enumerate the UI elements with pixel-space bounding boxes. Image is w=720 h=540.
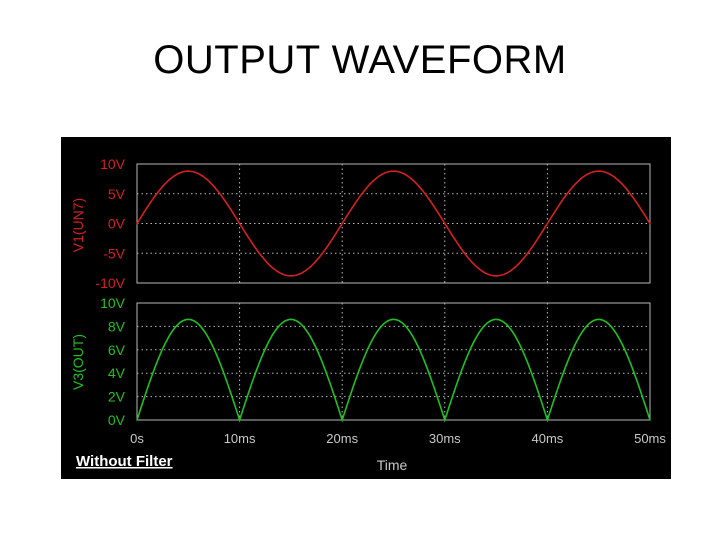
output-data-point xyxy=(213,347,215,350)
input-plot: 10V 5V 0V -5V -10V V1(UN7) xyxy=(70,156,651,291)
output-data-point xyxy=(444,419,446,421)
input-data-point xyxy=(136,222,138,225)
output-data-point xyxy=(623,347,626,350)
output-y-axis-label: V3(OUT) xyxy=(70,334,86,390)
output-data-point xyxy=(315,347,318,350)
output-y-tick-label: 4V xyxy=(108,365,126,381)
output-data-point xyxy=(161,347,164,350)
output-y-tick-label: 6V xyxy=(108,342,126,358)
x-tick-label: 20ms xyxy=(326,431,358,446)
input-y-tick-label: -5V xyxy=(103,245,125,261)
output-data-point xyxy=(264,347,267,350)
input-data-point xyxy=(264,259,267,262)
output-data-point xyxy=(136,419,138,421)
input-data-point xyxy=(418,185,420,188)
caption-without-filter: Without Filter xyxy=(76,453,173,470)
input-data-point xyxy=(444,222,446,225)
input-data-point xyxy=(392,170,395,172)
input-y-tick-label: 0V xyxy=(108,216,126,232)
input-data-point xyxy=(649,222,651,225)
input-data-point xyxy=(290,275,292,277)
input-data-point xyxy=(238,222,241,225)
output-data-point xyxy=(495,318,497,321)
output-data-point xyxy=(546,419,549,421)
output-waveform-line xyxy=(136,318,651,423)
time-axis: 0s 10ms 20ms 30ms 40ms 50ms xyxy=(130,431,666,446)
output-data-point xyxy=(520,347,523,350)
input-data-point xyxy=(495,275,497,277)
input-data-point xyxy=(572,185,574,188)
input-data-point xyxy=(213,185,215,188)
output-data-point xyxy=(392,318,395,321)
x-tick-label: 40ms xyxy=(532,431,564,446)
output-data-point xyxy=(418,347,420,350)
input-y-tick-label: 10V xyxy=(100,156,126,172)
x-tick-label: 0s xyxy=(130,431,144,446)
output-data-point xyxy=(649,419,651,421)
output-data-point xyxy=(238,419,241,421)
output-data-point xyxy=(341,419,344,421)
input-data-point xyxy=(520,259,523,262)
input-data-point xyxy=(623,185,626,188)
output-data-point xyxy=(469,347,472,350)
output-plot: 10V 8V 6V 4V 2V 0V V3(OUT) xyxy=(70,295,651,428)
input-data-point xyxy=(187,170,190,172)
output-plot-frame xyxy=(136,302,651,421)
input-data-point xyxy=(315,259,318,262)
input-y-tick-label: -10V xyxy=(95,275,125,291)
input-data-point xyxy=(469,259,472,262)
input-data-point xyxy=(546,222,549,225)
output-y-tick-label: 8V xyxy=(108,318,126,334)
output-data-point xyxy=(597,318,600,321)
input-data-point xyxy=(341,222,344,225)
output-data-point xyxy=(290,318,292,321)
x-tick-label: 30ms xyxy=(429,431,461,446)
x-tick-label: 50ms xyxy=(634,431,666,446)
waveform-chart: 10V 5V 0V -5V -10V V1(UN7) 10V 8V 6V 4V 2V 0V V3(OU… xyxy=(70,156,666,473)
x-axis-label: Time xyxy=(377,457,408,473)
input-y-axis-label: V1(UN7) xyxy=(70,198,86,252)
output-data-point xyxy=(572,347,574,350)
oscilloscope-panel: 10V 5V 0V -5V -10V V1(UN7) 10V 8V 6V 4V 2V 0V V3(OU… xyxy=(61,137,671,479)
input-data-point xyxy=(367,185,369,188)
x-tick-label: 10ms xyxy=(224,431,256,446)
output-y-tick-label: 2V xyxy=(108,389,126,405)
output-data-point xyxy=(187,318,190,321)
input-y-tick-label: 5V xyxy=(108,186,126,202)
output-y-tick-label: 10V xyxy=(100,295,126,311)
input-data-point xyxy=(161,185,164,188)
output-data-point xyxy=(367,347,369,350)
page-title: OUTPUT WAVEFORM xyxy=(153,38,567,82)
output-y-tick-label: 0V xyxy=(108,412,126,428)
input-data-point xyxy=(597,170,600,172)
